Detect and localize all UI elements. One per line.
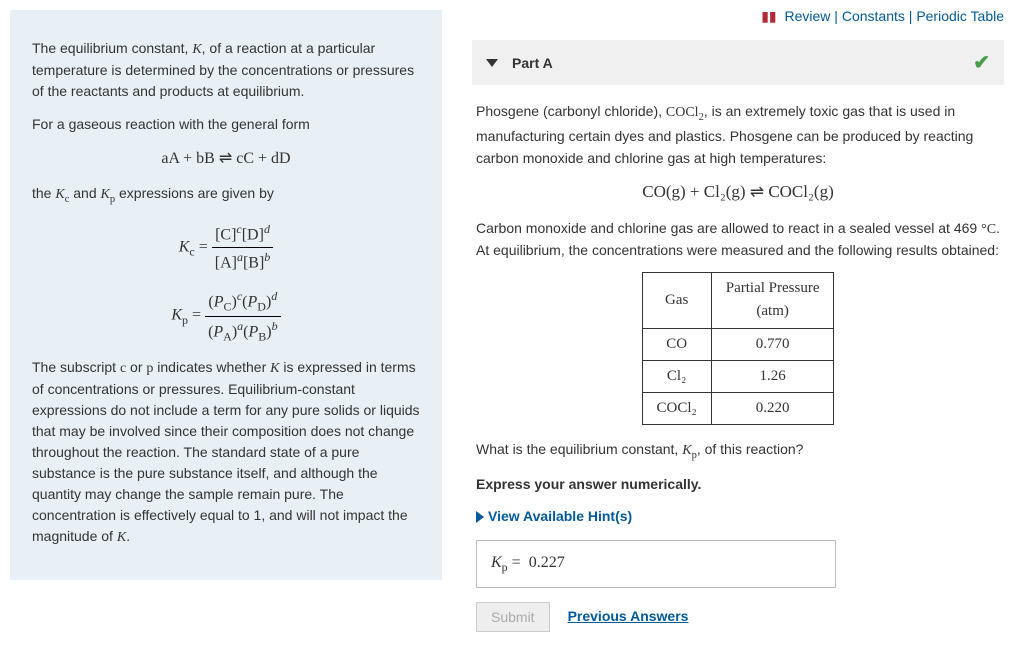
book-icon: ▮▮ xyxy=(761,8,776,24)
periodic-link[interactable]: Periodic Table xyxy=(916,8,1004,24)
theory-p1: The equilibrium constant, K, of a reacti… xyxy=(32,38,420,102)
answer-box: Kp = 0.227 xyxy=(476,540,836,588)
theory-p3: the Kc and Kp expressions are given by xyxy=(32,183,420,208)
table-row: COCl₂0.220 xyxy=(642,393,834,425)
question-panel: Part A ✔ Phosgene (carbonyl chloride), C… xyxy=(442,0,1024,658)
submit-button[interactable]: Submit xyxy=(476,602,550,632)
general-equation: aA + bB ⇌ cC + dD xyxy=(32,147,420,171)
kp-equation: Kp = (PC)c(PD)d (PA)a(PB)b xyxy=(32,287,420,345)
part-a-header[interactable]: Part A ✔ xyxy=(472,40,1004,85)
constants-link[interactable]: Constants xyxy=(842,8,905,24)
express-text: Express your answer numerically. xyxy=(476,474,1000,496)
check-icon: ✔ xyxy=(973,50,990,75)
table-header-pressure: Partial Pressure(atm) xyxy=(711,273,834,329)
theory-p4: The subscript c or p indicates whether K… xyxy=(32,357,420,548)
answer-value: 0.227 xyxy=(529,554,565,571)
top-links: ▮▮ Review | Constants | Periodic Table xyxy=(761,8,1004,25)
intro-text: Phosgene (carbonyl chloride), COCl2, is … xyxy=(476,101,1000,169)
theory-panel: The equilibrium constant, K, of a reacti… xyxy=(10,10,442,580)
previous-answers-link[interactable]: Previous Answers xyxy=(568,606,689,628)
part-label: Part A xyxy=(512,55,553,71)
table-header-gas: Gas xyxy=(642,273,711,329)
kc-equation: Kc = [C]c[D]d [A]a[B]b xyxy=(32,220,420,276)
chevron-right-icon xyxy=(476,511,484,523)
pressure-table: Gas Partial Pressure(atm) CO0.770 Cl₂1.2… xyxy=(642,272,835,425)
question-text: What is the equilibrium constant, Kp, of… xyxy=(476,439,1000,464)
theory-p2: For a gaseous reaction with the general … xyxy=(32,114,420,135)
review-link[interactable]: Review xyxy=(785,8,831,24)
hints-toggle[interactable]: View Available Hint(s) xyxy=(476,506,1000,528)
collapse-icon xyxy=(486,59,498,67)
reaction-equation: CO(g) + Cl₂(g) ⇌ COCl₂(g) xyxy=(476,179,1000,205)
table-row: CO0.770 xyxy=(642,328,834,360)
table-row: Cl₂1.26 xyxy=(642,360,834,392)
conditions-text: Carbon monoxide and chlorine gas are all… xyxy=(476,218,1000,262)
